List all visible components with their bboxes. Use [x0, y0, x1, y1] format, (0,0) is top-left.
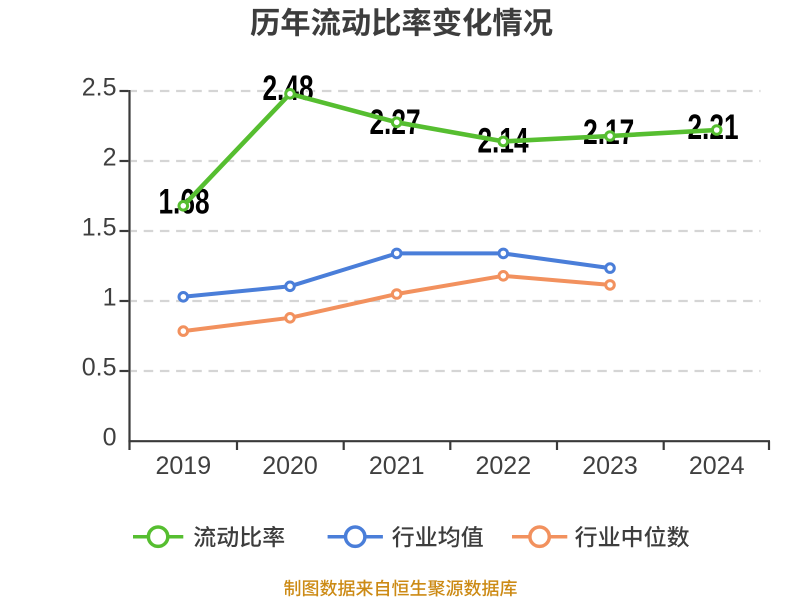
svg-text:2023: 2023 — [582, 452, 638, 480]
svg-text:1: 1 — [103, 284, 117, 312]
svg-text:2.5: 2.5 — [82, 74, 117, 102]
svg-text:2024: 2024 — [689, 452, 745, 480]
svg-text:2020: 2020 — [262, 452, 318, 480]
svg-text:2022: 2022 — [475, 452, 531, 480]
svg-text:2019: 2019 — [155, 452, 211, 480]
svg-text:2.48: 2.48 — [262, 68, 313, 108]
svg-text:0.5: 0.5 — [82, 354, 117, 382]
svg-text:2: 2 — [103, 144, 117, 172]
svg-text:0: 0 — [103, 424, 117, 452]
svg-text:1.5: 1.5 — [82, 214, 117, 242]
svg-text:2021: 2021 — [369, 452, 425, 480]
